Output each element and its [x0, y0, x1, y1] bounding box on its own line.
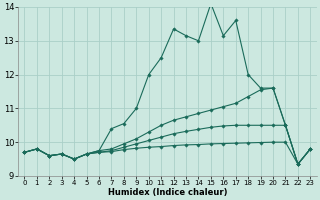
X-axis label: Humidex (Indice chaleur): Humidex (Indice chaleur)	[108, 188, 227, 197]
